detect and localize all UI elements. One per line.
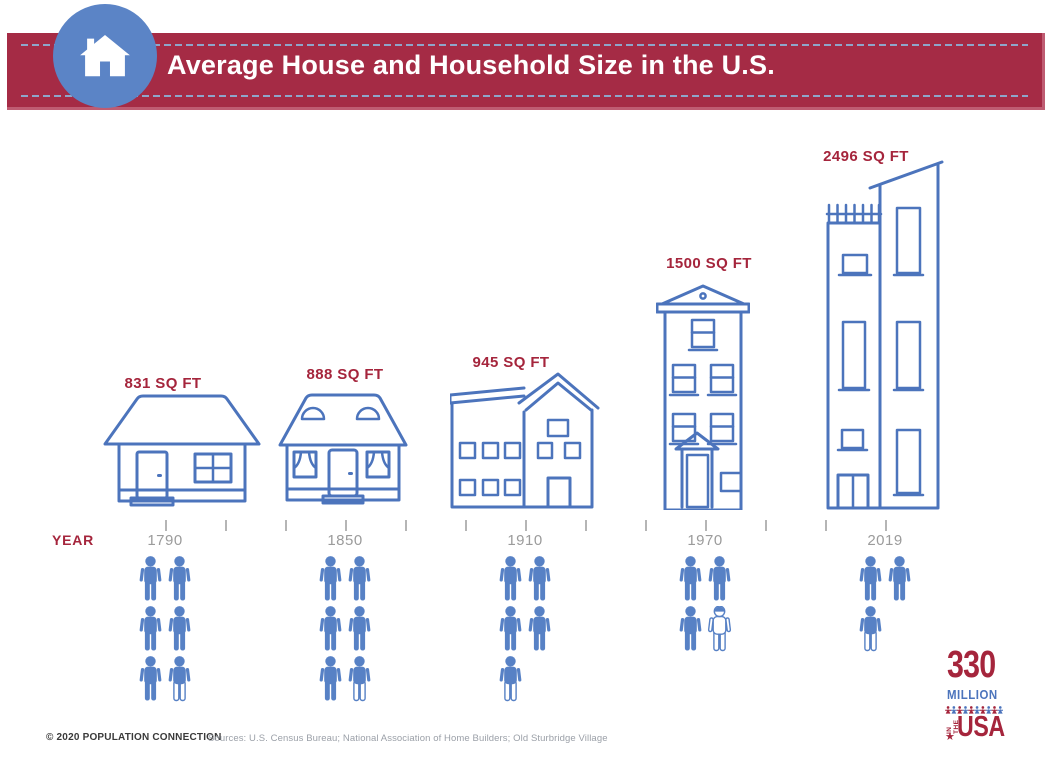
logo-usa-text: USA	[957, 711, 1005, 743]
household-icons-1970	[678, 556, 734, 652]
banner-dashed-line-bottom	[21, 95, 1028, 97]
sqft-label-1790: 831 SQ FT	[124, 375, 202, 392]
person-icon-full	[139, 556, 162, 601]
year-label-1850: 1850	[327, 532, 363, 549]
logo-330-million-usa: 330 MILLION	[944, 644, 1006, 750]
person-icon-full	[499, 606, 522, 651]
house-illustration-1790	[103, 394, 261, 507]
year-label-1910: 1910	[507, 532, 543, 549]
sqft-label-1910: 945 SQ FT	[472, 354, 550, 371]
person-icon-full	[528, 556, 551, 601]
person-icon-full	[499, 556, 522, 601]
person-icon-full	[139, 656, 162, 701]
sqft-label-1850: 888 SQ FT	[306, 366, 384, 383]
logo-million-text: MILLION	[947, 687, 998, 702]
person-icon-full	[319, 606, 342, 651]
paper-doll-chain-icon	[945, 706, 1003, 714]
logo-number: 330	[947, 644, 996, 686]
person-icon-full	[139, 606, 162, 651]
star-icon: ★	[945, 731, 955, 743]
year-label-1970: 1970	[687, 532, 723, 549]
person-icon-full	[168, 606, 191, 651]
year-axis-ticks	[0, 520, 1052, 532]
person-icon-full	[348, 606, 371, 651]
household-icons-1850	[318, 556, 374, 702]
household-icons-1790	[138, 556, 194, 702]
person-icon-full	[528, 606, 551, 651]
house-illustration-1970	[656, 284, 750, 510]
page-title: Average House and Household Size in the …	[167, 50, 775, 80]
year-label-1790: 1790	[147, 532, 183, 549]
footer-copyright: © 2020 POPULATION CONNECTION	[46, 732, 222, 743]
person-icon-partial	[168, 656, 191, 702]
person-icon-full	[319, 656, 342, 701]
footer-sources: Sources: U.S. Census Bureau; National As…	[208, 733, 608, 744]
header-banner: Average House and Household Size in the …	[7, 33, 1045, 110]
sqft-label-2019: 2496 SQ FT	[823, 148, 909, 165]
year-axis-label: YEAR	[52, 532, 95, 548]
person-icon-full	[168, 556, 191, 601]
household-icons-1910	[498, 556, 554, 702]
person-icon-full	[348, 556, 371, 601]
year-label-2019: 2019	[867, 532, 903, 549]
sqft-label-1970: 1500 SQ FT	[666, 255, 752, 272]
house-icon	[80, 35, 130, 77]
person-icon-full	[679, 606, 702, 651]
house-illustration-1910	[450, 372, 600, 509]
header-circle-badge	[53, 4, 157, 108]
house-illustration-1850	[278, 393, 408, 505]
person-icon-full	[888, 556, 911, 601]
person-icon-partial	[859, 606, 882, 652]
person-icon-full	[679, 556, 702, 601]
person-icon-outline	[707, 606, 732, 652]
banner-dashed-line-top	[21, 44, 1028, 46]
household-icons-2019	[858, 556, 914, 652]
person-icon-partial	[499, 656, 522, 702]
house-illustration-2019	[825, 160, 944, 510]
person-icon-full	[708, 556, 731, 601]
person-icon-full	[859, 556, 882, 601]
person-icon-full	[319, 556, 342, 601]
person-icon-partial	[348, 656, 371, 702]
